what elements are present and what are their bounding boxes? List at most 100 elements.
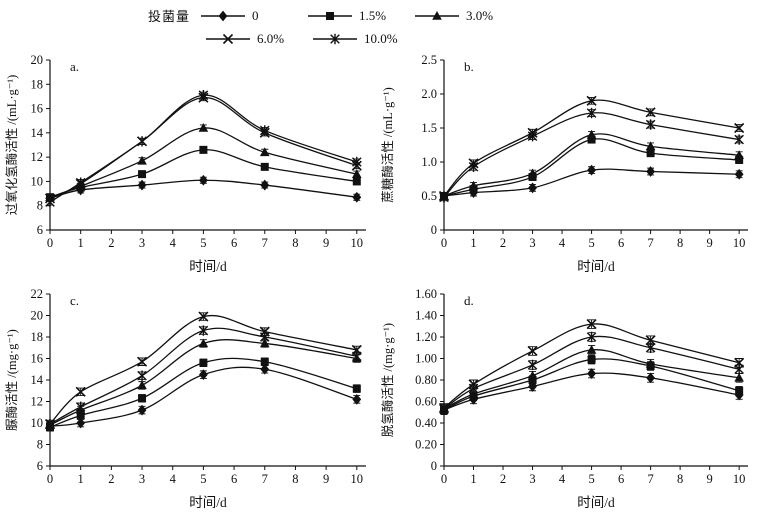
square-marker <box>138 394 147 403</box>
y-tick-label: 14 <box>31 373 44 387</box>
y-tick-label: 12 <box>31 395 44 409</box>
triangle-marker <box>586 129 597 139</box>
asterisk-marker <box>137 370 147 381</box>
x-axis-title: 时间/d <box>189 259 227 274</box>
x-axis-ticks: 0 1 2 3 4 5 6 7 8 9 10 <box>441 466 745 486</box>
x-tick-label: 8 <box>677 236 683 250</box>
x-tick-label: 3 <box>529 472 535 486</box>
triangle-marker <box>527 168 538 178</box>
series-1.5% <box>46 357 361 432</box>
square-marker <box>76 411 85 420</box>
cross-icon <box>206 33 250 44</box>
y-axis-ticks: 6 8 10 12 14 16 18 20 <box>31 53 50 237</box>
square-marker <box>260 162 269 171</box>
x-axis-ticks: 0 1 2 3 4 5 6 7 8 9 10 <box>47 230 363 250</box>
x-tick-label: 10 <box>351 236 364 250</box>
x-tick-label: 6 <box>618 472 624 486</box>
x-tick-label: 2 <box>108 472 114 486</box>
diamond-marker <box>352 393 362 405</box>
diamond-marker <box>137 179 147 191</box>
triangle-marker <box>645 141 656 151</box>
y-tick-label: 0 <box>431 459 437 473</box>
cross-marker <box>136 356 148 367</box>
asterisk-marker <box>330 33 340 44</box>
y-tick-label: 6 <box>37 459 43 473</box>
triangle-icon <box>415 10 459 20</box>
series-line <box>443 358 740 411</box>
x-tick-label: 5 <box>200 472 206 486</box>
y-tick-label: 20 <box>31 53 44 67</box>
y-tick-label: 10 <box>31 416 44 430</box>
y-tick-label: 0.40 <box>415 416 437 430</box>
diamond-marker <box>137 404 147 416</box>
x-axis-title: 时间/d <box>577 495 615 510</box>
x-tick-label: 2 <box>108 236 114 250</box>
series-0 <box>439 368 744 416</box>
square-marker <box>735 386 744 395</box>
triangle-marker <box>198 338 209 348</box>
triangle-marker <box>198 123 209 132</box>
asterisk-marker <box>198 90 209 101</box>
x-tick-label: 0 <box>441 472 447 486</box>
triangle-marker <box>259 338 270 348</box>
triangle-marker <box>259 147 270 157</box>
legend-title: 投菌量 <box>148 9 191 24</box>
diamond-marker <box>528 182 537 194</box>
y-axis-ticks: 0 0.5 1.0 1.5 2.0 2.5 <box>421 53 444 237</box>
diamond-marker <box>734 168 744 180</box>
series-10.0% <box>439 107 744 203</box>
y-tick-label: 18 <box>31 77 44 91</box>
asterisk-marker <box>259 125 270 136</box>
y-tick-label: 16 <box>31 352 44 366</box>
x-tick-label: 0 <box>441 236 447 250</box>
diamond-marker <box>260 179 270 191</box>
asterisk-marker <box>198 325 209 336</box>
x-tick-label: 3 <box>529 236 535 250</box>
chart-b-canvas: 0 0.5 1.0 1.5 2.0 2.5 0 1 2 3 4 5 6 7 8 9 10 时间/d 蔗糖酶活性 /(… <box>380 53 748 274</box>
series-1.5% <box>440 354 744 415</box>
square-marker <box>199 145 208 154</box>
asterisk-marker <box>439 403 449 415</box>
diamond-marker <box>646 372 656 384</box>
panel-label: d. <box>464 293 474 308</box>
legend-label: 10.0% <box>364 30 398 46</box>
y-tick-label: 1.5 <box>421 121 437 135</box>
cross-marker <box>527 345 538 357</box>
panel-label: c. <box>70 293 79 308</box>
y-tick-label: 22 <box>31 287 44 301</box>
triangle-marker <box>351 169 362 178</box>
x-tick-label: 6 <box>618 236 624 250</box>
y-tick-label: 0.5 <box>421 189 437 203</box>
triangle-marker <box>734 150 744 159</box>
legend: 投菌量 0 1.5% 3.0% 6.0% 10.0% <box>148 4 521 50</box>
x-tick-label: 9 <box>707 236 713 250</box>
cross-marker <box>586 319 597 330</box>
y-axis-title: 脲酶活性 /(mg·g⁻¹) <box>4 329 19 431</box>
y-axis-ticks: 0 0.20 0.40 0.60 0.80 1.00 1.20 1.40 1.60 <box>415 287 444 473</box>
y-tick-label: 8 <box>37 199 43 213</box>
x-tick-label: 6 <box>231 472 237 486</box>
x-axis-ticks: 0 1 2 3 4 5 6 7 8 9 10 <box>441 230 745 250</box>
y-tick-label: 0 <box>431 223 437 237</box>
triangle-marker <box>645 358 656 368</box>
legend-label: 0 <box>252 7 259 23</box>
asterisk-marker <box>352 351 362 362</box>
series-3.0% <box>439 129 744 200</box>
chart-d-canvas: 0 0.20 0.40 0.60 0.80 1.00 1.20 1.40 1.60 0 1 2 3 4 5 6… <box>380 287 748 510</box>
y-tick-label: 6 <box>37 223 43 237</box>
y-tick-label: 2.5 <box>421 53 437 67</box>
asterisk-marker <box>45 418 55 430</box>
x-tick-label: 9 <box>323 236 329 250</box>
chart-panel-d: 0 0.20 0.40 0.60 0.80 1.00 1.20 1.40 1.60 0 1 2 3 4 5 6… <box>378 278 758 514</box>
y-axis-ticks: 6 8 10 12 14 16 18 20 22 <box>31 287 50 473</box>
cross-marker <box>586 95 597 106</box>
asterisk-icon <box>313 33 357 44</box>
square-marker <box>587 135 596 144</box>
x-tick-label: 8 <box>677 472 683 486</box>
asterisk-marker <box>527 130 538 142</box>
square-marker <box>199 358 208 367</box>
triangle-marker <box>137 155 147 165</box>
asterisk-marker <box>439 192 449 203</box>
y-tick-label: 1.40 <box>415 309 437 323</box>
y-tick-label: 0.80 <box>415 373 437 387</box>
